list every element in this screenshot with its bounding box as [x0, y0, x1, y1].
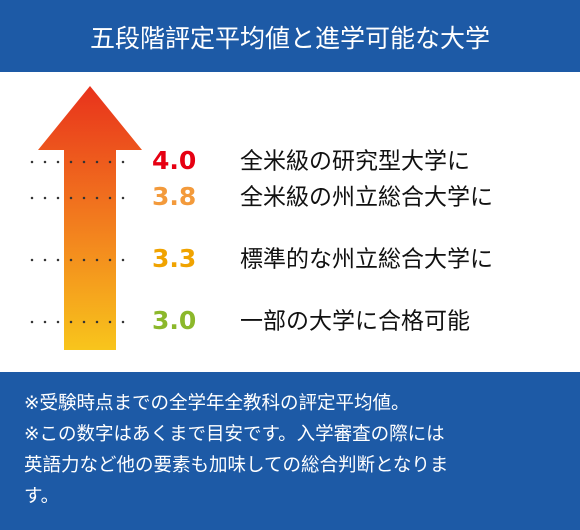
level-label: 全米級の研究型大学に: [240, 149, 470, 175]
level-value: 4.0: [152, 146, 196, 175]
level-label: 全米級の州立総合大学に: [240, 185, 493, 211]
level-value: 3.0: [152, 306, 196, 335]
note-line: す。: [24, 486, 59, 507]
arrow: [38, 86, 142, 350]
level-label: 標準的な州立総合大学に: [240, 247, 493, 273]
note-line: ※この数字はあくまで目安です。入学審査の際には: [24, 424, 445, 445]
level-label: 一部の大学に合格可能: [240, 309, 470, 335]
level-value: 3.8: [152, 182, 196, 211]
level-value: 3.3: [152, 244, 196, 273]
title: 五段階評定平均値と進学可能な大学: [90, 24, 490, 53]
note-line: ※受験時点までの全学年全教科の評定平均値。: [24, 393, 410, 414]
note-line: 英語力など他の要素も加味しての総合判断となりま: [24, 455, 448, 476]
